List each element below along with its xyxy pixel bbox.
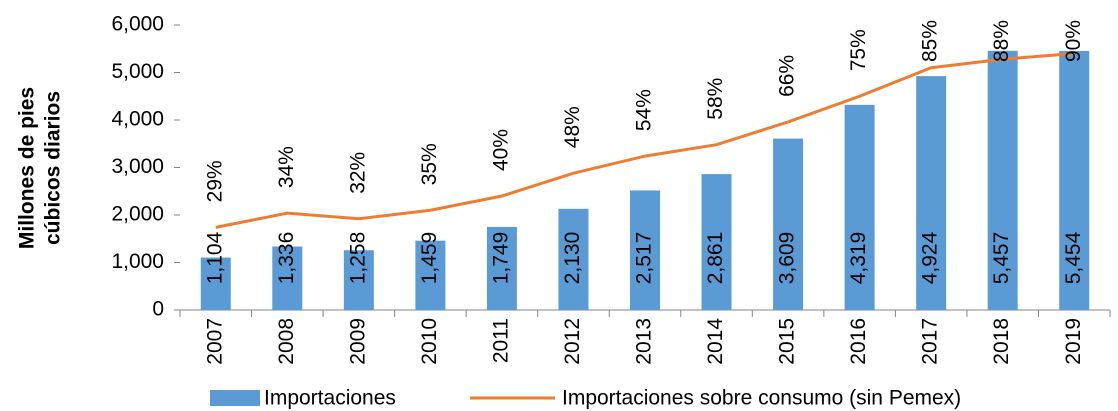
line-label: 58% xyxy=(704,78,727,120)
line-label: 88% xyxy=(990,20,1013,62)
legend-swatch xyxy=(210,390,260,406)
y-tick-label: 3,000 xyxy=(111,155,164,178)
line-label: 75% xyxy=(847,29,870,71)
bar xyxy=(272,246,303,310)
y-tick-label: 5,000 xyxy=(111,60,164,83)
line-label: 85% xyxy=(919,20,942,62)
x-tick-label: 2018 xyxy=(990,318,1013,365)
bar-label: 1,104 xyxy=(203,231,226,284)
line-label: 66% xyxy=(776,55,799,97)
bar xyxy=(916,76,947,310)
line-label: 29% xyxy=(203,160,226,202)
bar xyxy=(486,226,517,310)
bar-label: 1,336 xyxy=(275,232,298,285)
bar-label: 4,924 xyxy=(919,231,942,284)
line-label: 32% xyxy=(346,152,369,194)
bar xyxy=(630,190,660,310)
x-tick-label: 2017 xyxy=(919,318,942,365)
bar xyxy=(200,257,231,310)
line-label: 34% xyxy=(275,146,298,188)
x-tick-label: 2009 xyxy=(346,318,369,365)
bar xyxy=(844,104,875,310)
bar xyxy=(773,138,804,310)
bar-label: 1,258 xyxy=(346,232,369,285)
bar-label: 1,459 xyxy=(418,232,441,285)
x-tick-label: 2015 xyxy=(776,318,799,365)
bar xyxy=(558,208,589,310)
y-tick-label: 1,000 xyxy=(111,250,164,273)
bar xyxy=(343,250,374,310)
line-label: 54% xyxy=(633,89,656,131)
x-tick-label: 2016 xyxy=(847,318,870,365)
bar xyxy=(1059,50,1090,311)
bar-label: 2,517 xyxy=(633,232,656,285)
line xyxy=(215,52,1075,229)
bar xyxy=(701,174,732,310)
bar-label: 3,609 xyxy=(776,232,799,285)
legend-label: Importaciones sobre consumo (sin Pemex) xyxy=(562,387,961,410)
line-label: 90% xyxy=(1062,20,1085,62)
x-tick-label: 2013 xyxy=(633,318,656,365)
bar-label: 5,457 xyxy=(990,232,1013,285)
bar-label: 4,319 xyxy=(847,232,870,285)
y-tick-label: 0 xyxy=(152,298,164,321)
y-tick-label: 6,000 xyxy=(111,13,164,36)
x-tick-label: 2012 xyxy=(561,318,584,365)
bar xyxy=(987,50,1018,310)
y-axis-label: cúbicos diarios xyxy=(42,91,65,245)
y-tick-label: 2,000 xyxy=(111,203,164,226)
bar-label: 2,130 xyxy=(561,232,584,285)
bar xyxy=(415,240,446,310)
x-tick-label: 2010 xyxy=(418,318,441,365)
legend-label: Importaciones xyxy=(264,387,396,410)
x-tick-label: 2014 xyxy=(704,318,727,365)
x-tick-label: 2007 xyxy=(203,318,226,365)
x-tick-label: 2011 xyxy=(489,318,512,363)
line-label: 40% xyxy=(489,129,512,171)
line-label: 35% xyxy=(418,143,441,185)
x-tick-label: 2008 xyxy=(275,318,298,365)
bar-label: 2,861 xyxy=(704,232,727,285)
bar-label: 5,454 xyxy=(1062,231,1085,284)
y-tick-label: 4,000 xyxy=(111,108,164,131)
line-label: 48% xyxy=(561,106,584,148)
y-axis-label: Millones de pies xyxy=(16,87,39,249)
bar-label: 1,749 xyxy=(489,232,512,285)
x-tick-label: 2019 xyxy=(1062,318,1085,365)
